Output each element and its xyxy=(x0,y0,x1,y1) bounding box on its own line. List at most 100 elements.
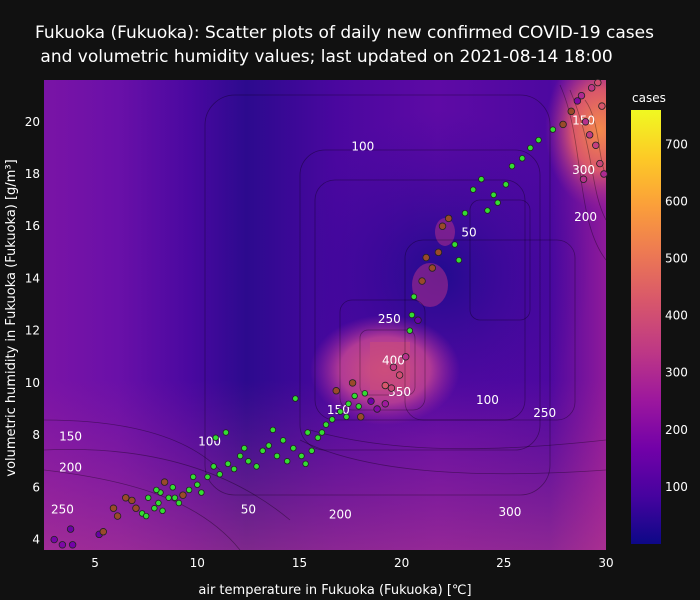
data-point xyxy=(304,429,311,436)
data-point xyxy=(581,118,590,126)
chart-title-line2: and volumetric humidity values; last upd… xyxy=(35,47,613,67)
data-point xyxy=(210,463,217,470)
data-point xyxy=(269,426,277,434)
colorbar-tick-label: 700 xyxy=(665,137,688,151)
data-point xyxy=(290,444,297,452)
y-tick-label: 20 xyxy=(25,115,40,129)
x-tick-label: 25 xyxy=(496,556,511,570)
data-point xyxy=(194,481,201,488)
data-point xyxy=(559,120,567,129)
data-point xyxy=(461,209,469,217)
y-tick-label: 14 xyxy=(25,271,40,285)
data-point xyxy=(361,390,369,397)
contour-label: 50 xyxy=(241,502,256,516)
data-point xyxy=(438,222,447,230)
data-point xyxy=(418,277,426,285)
data-point xyxy=(381,381,389,390)
data-point xyxy=(494,199,501,206)
data-point xyxy=(308,447,315,454)
y-axis-label: volumetric humidity in Fukuoka (Fukuoka)… xyxy=(4,159,19,476)
x-tick-label: 5 xyxy=(91,556,99,570)
contour-label: 200 xyxy=(59,461,82,475)
data-point xyxy=(273,452,281,460)
data-point xyxy=(328,416,336,423)
data-point xyxy=(387,384,396,392)
data-point xyxy=(502,181,510,188)
data-point xyxy=(406,327,414,334)
data-points xyxy=(50,78,608,549)
data-point xyxy=(109,504,118,512)
y-axis-ticks: 4 6 8 10 12 14 16 18 20 xyxy=(25,115,40,547)
data-point xyxy=(68,541,77,549)
data-point xyxy=(478,176,485,183)
data-point xyxy=(592,141,600,149)
data-point xyxy=(434,248,443,257)
data-point xyxy=(189,473,197,481)
contour-label: 250 xyxy=(51,502,74,516)
data-point xyxy=(66,525,75,533)
colorbar-tick-label: 100 xyxy=(665,480,688,494)
data-point xyxy=(99,528,107,536)
y-tick-label: 10 xyxy=(25,376,40,390)
data-point xyxy=(198,489,205,496)
data-point xyxy=(414,316,422,324)
colorbar-tick-label: 400 xyxy=(665,309,688,323)
data-point xyxy=(389,363,398,371)
data-point xyxy=(212,434,219,441)
data-point xyxy=(160,478,169,486)
data-point xyxy=(469,186,477,193)
data-point xyxy=(343,413,350,421)
colorbar-ticks: 100 200 300 400 500 600 700 xyxy=(665,137,688,494)
contour-heatmap xyxy=(44,80,606,550)
data-point xyxy=(132,504,140,512)
contour-label: 300 xyxy=(498,505,521,519)
data-point xyxy=(367,397,375,405)
data-point xyxy=(351,392,358,400)
data-point xyxy=(579,175,588,183)
data-point xyxy=(585,131,594,139)
data-point xyxy=(179,491,187,499)
data-point xyxy=(567,107,575,116)
data-point xyxy=(408,311,416,319)
data-point xyxy=(549,126,557,133)
data-point xyxy=(283,458,291,465)
contour-label: 100 xyxy=(351,140,374,154)
data-point xyxy=(153,486,160,494)
data-point xyxy=(410,293,418,300)
data-point xyxy=(332,387,340,395)
data-point xyxy=(600,170,608,178)
data-point xyxy=(265,442,272,449)
data-point xyxy=(122,494,130,502)
data-point xyxy=(279,437,287,444)
data-point xyxy=(451,241,458,248)
data-point xyxy=(145,494,152,501)
y-tick-label: 12 xyxy=(25,324,40,338)
data-point xyxy=(373,405,381,413)
data-point xyxy=(598,102,606,110)
data-point xyxy=(298,452,305,460)
data-point xyxy=(484,207,491,214)
data-point xyxy=(175,499,183,507)
x-axis-label: air temperature in Fukuoka (Fukuoka) [℃] xyxy=(198,583,471,598)
data-point xyxy=(151,505,158,512)
data-point xyxy=(381,400,389,408)
data-point xyxy=(348,379,357,387)
data-point xyxy=(204,473,211,481)
data-point xyxy=(222,429,230,436)
data-point xyxy=(142,512,150,520)
data-point xyxy=(455,256,463,264)
data-point xyxy=(337,408,344,415)
data-point xyxy=(169,484,176,491)
data-point xyxy=(345,400,352,407)
colorbar-tick-label: 500 xyxy=(665,251,688,265)
data-point xyxy=(444,214,453,223)
y-tick-label: 4 xyxy=(32,533,40,547)
data-point xyxy=(165,494,172,501)
data-point xyxy=(253,463,260,470)
data-point xyxy=(577,91,586,100)
data-point xyxy=(241,444,248,452)
contour-label: 100 xyxy=(476,393,499,407)
data-point xyxy=(395,371,404,379)
data-point xyxy=(490,191,497,199)
contour-label: 150 xyxy=(59,429,82,443)
